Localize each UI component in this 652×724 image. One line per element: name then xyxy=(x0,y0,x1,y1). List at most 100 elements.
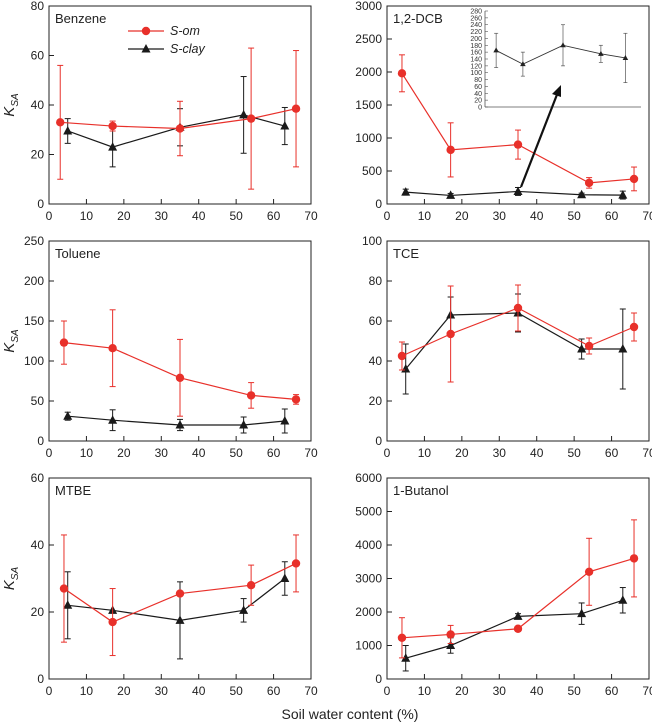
plot-frame xyxy=(48,240,312,442)
data-point xyxy=(513,186,523,195)
inset-y-tick-label: 280 xyxy=(470,9,482,16)
data-point xyxy=(513,624,523,633)
inset-y-tick-label: 60 xyxy=(474,84,482,91)
inset-data-point xyxy=(560,42,566,48)
x-tick-label: 30 xyxy=(155,446,169,460)
panel-title: Toluene xyxy=(55,246,101,261)
data-point xyxy=(446,329,455,339)
y-tick-label: 100 xyxy=(24,354,44,368)
y-tick-label: 0 xyxy=(37,672,44,686)
data-point xyxy=(59,584,69,593)
data-point xyxy=(56,118,65,127)
inset-y-tick-label: 180 xyxy=(470,43,482,50)
y-tick-label: 250 xyxy=(24,234,44,248)
y-tick-label: 6000 xyxy=(355,471,382,485)
data-point xyxy=(629,174,639,184)
data-point xyxy=(175,589,185,598)
x-tick-label: 0 xyxy=(384,684,391,698)
inset-y-tick-label: 220 xyxy=(470,29,482,36)
y-tick-label: 500 xyxy=(362,164,382,178)
x-tick-label: 10 xyxy=(418,446,432,460)
x-tick-label: 10 xyxy=(80,684,94,698)
inset-y-tick-label: 140 xyxy=(470,57,482,64)
data-point xyxy=(446,145,455,155)
x-tick-label: 60 xyxy=(267,684,281,698)
x-tick-label: 60 xyxy=(605,446,619,460)
data-point xyxy=(63,411,73,420)
y-tick-label: 20 xyxy=(369,394,383,408)
x-tick-label: 60 xyxy=(605,684,619,698)
data-point xyxy=(108,142,118,151)
data-point xyxy=(239,420,249,429)
data-point xyxy=(280,121,290,130)
x-tick-label: 60 xyxy=(267,446,281,460)
data-point xyxy=(175,420,185,429)
x-tick-label: 0 xyxy=(384,446,391,460)
y-tick-label: 20 xyxy=(31,605,45,619)
data-point xyxy=(63,125,73,135)
series-line xyxy=(405,312,623,370)
panel-title: Benzene xyxy=(55,11,106,26)
data-point xyxy=(108,121,117,131)
series-s-om xyxy=(397,54,639,192)
data-point xyxy=(577,344,587,353)
data-point xyxy=(618,190,628,199)
data-point xyxy=(63,600,73,609)
x-tick-label: 60 xyxy=(605,209,619,223)
data-point xyxy=(246,391,256,400)
inset-data-point xyxy=(493,47,499,53)
inset-y-tick-label: 260 xyxy=(470,15,482,22)
series-s-om xyxy=(56,47,301,190)
y-tick-label: 0 xyxy=(375,672,382,686)
series-line xyxy=(67,415,285,426)
x-tick-label: 30 xyxy=(493,209,507,223)
data-point xyxy=(175,373,185,382)
data-point xyxy=(291,559,301,568)
y-tick-label: 100 xyxy=(362,234,382,248)
inset-y-tick-label: 100 xyxy=(470,70,482,77)
inset-data-point xyxy=(622,54,629,60)
x-axis-label: Soil water content (%) xyxy=(282,706,419,722)
y-tick-label: 0 xyxy=(375,197,382,211)
y-tick-label: 1500 xyxy=(355,98,382,112)
inset-y-tick-label: 200 xyxy=(470,36,482,43)
y-tick-label: 1000 xyxy=(355,131,382,145)
x-tick-label: 30 xyxy=(493,446,507,460)
data-point xyxy=(618,344,628,353)
y-tick-label: 0 xyxy=(37,197,44,211)
x-tick-label: 40 xyxy=(530,209,544,223)
panel-4: 0 20 40 60 80 100 0 10 20 30 40 50 60 70 TCE xyxy=(362,234,652,460)
x-tick-label: 70 xyxy=(642,684,652,698)
y-tick-label: 3000 xyxy=(355,572,382,586)
inset-y-tick-label: 160 xyxy=(470,50,482,57)
panel-2: 0500100015002000250030000102030405060701… xyxy=(355,0,652,223)
x-tick-label: 50 xyxy=(229,446,243,460)
y-tick-label: 60 xyxy=(31,49,45,63)
x-tick-label: 30 xyxy=(493,684,507,698)
data-point xyxy=(446,630,455,639)
y-tick-label: 60 xyxy=(31,471,45,485)
data-point xyxy=(239,109,249,119)
y-tick-label: 4000 xyxy=(355,538,382,552)
x-tick-label: 30 xyxy=(155,684,169,698)
x-tick-label: 20 xyxy=(455,446,469,460)
series-s-om xyxy=(59,309,301,417)
plot-frame xyxy=(386,240,650,442)
panel-title: MTBE xyxy=(55,483,91,498)
y-tick-label: 150 xyxy=(24,314,44,328)
data-point xyxy=(584,341,594,351)
data-point xyxy=(280,416,290,425)
data-point xyxy=(108,617,117,627)
x-tick-label: 20 xyxy=(455,684,469,698)
series-s-om xyxy=(397,519,639,659)
inset-y-tick-label: 120 xyxy=(470,63,482,70)
inset-arrow xyxy=(519,91,560,188)
panel-6: 0 1000 2000 3000 4000 5000 6000 0 10 20 30 40 50 60 70… xyxy=(355,471,652,698)
x-tick-label: 20 xyxy=(117,446,131,460)
inset-data-point xyxy=(520,61,526,67)
data-point xyxy=(59,338,69,347)
data-point xyxy=(108,415,118,424)
x-tick-label: 20 xyxy=(117,684,131,698)
data-point xyxy=(629,554,639,563)
